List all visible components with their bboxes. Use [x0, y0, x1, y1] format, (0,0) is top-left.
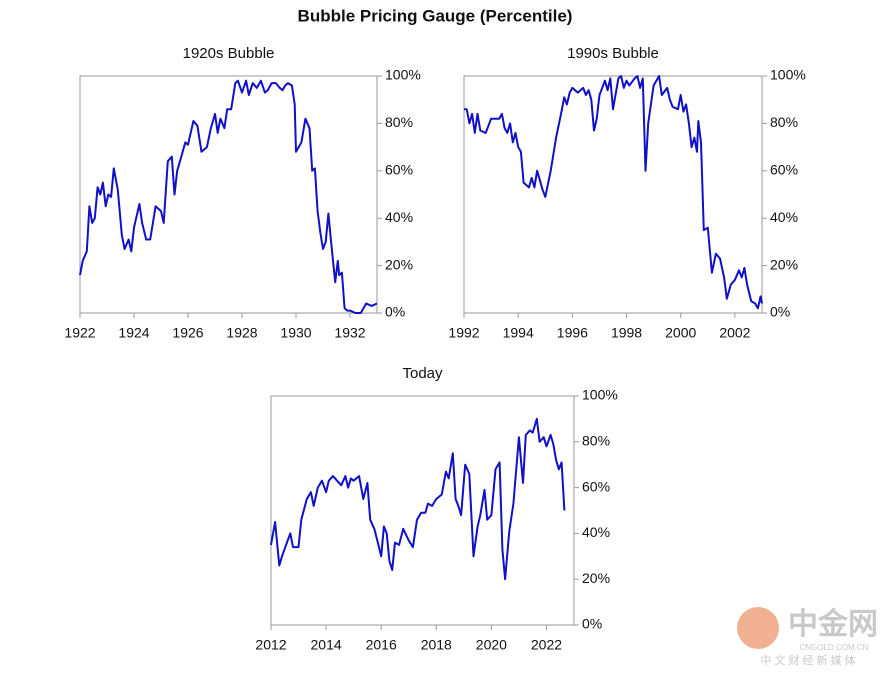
y-tick-label: 60%	[385, 162, 413, 178]
x-tick-label: 1998	[611, 325, 642, 341]
plot-frame	[270, 395, 575, 626]
subchart-title: 1990s Bubble	[567, 45, 659, 62]
y-tick-label: 60%	[770, 162, 798, 178]
x-tick-label: 2018	[421, 637, 452, 653]
x-tick-label: 1932	[334, 325, 365, 341]
y-tick-label: 20%	[385, 256, 413, 272]
plot-frame	[463, 75, 763, 314]
x-tick-label: 1922	[64, 325, 95, 341]
watermark-tagline: 中 文 财 经 新 媒 体	[760, 653, 855, 667]
y-tick-label: 80%	[582, 433, 610, 449]
watermark-site: CNGOLD.COM.CN	[800, 643, 869, 652]
x-tick-label: 1996	[557, 325, 588, 341]
x-tick-label: 1930	[280, 325, 311, 341]
watermark-logo-icon	[737, 607, 779, 649]
y-tick-label: 100%	[385, 67, 421, 83]
x-tick-label: 1924	[118, 325, 149, 341]
watermark: 中金网 CNGOLD.COM.CN 中 文 财 经 新 媒 体	[737, 607, 878, 667]
y-tick-label: 40%	[385, 209, 413, 225]
y-tick-label: 0%	[582, 616, 602, 632]
subchart: 1990s Bubble 0% 20% 40% 60% 80% 100% 1992 1994 19…	[448, 45, 805, 341]
data-line	[79, 79, 378, 314]
plot-frame	[79, 75, 378, 314]
y-tick-label: 20%	[770, 256, 798, 272]
y-tick-label: 0%	[385, 304, 405, 320]
subchart-title: Today	[402, 365, 443, 382]
data-line	[270, 417, 566, 581]
x-tick-label: 2022	[531, 637, 562, 653]
x-tick-label: 1928	[226, 325, 257, 341]
subchart-title: 1920s Bubble	[183, 45, 275, 62]
y-tick-label: 0%	[770, 304, 790, 320]
x-tick-label: 1992	[448, 325, 479, 341]
y-tick-label: 40%	[770, 209, 798, 225]
subchart: Today 0% 20% 40% 60% 80% 100% 2012 2014 2016 2018 2…	[255, 365, 617, 653]
y-tick-label: 20%	[582, 570, 610, 586]
x-tick-label: 1994	[503, 325, 534, 341]
x-tick-label: 2020	[476, 637, 507, 653]
x-tick-label: 1926	[172, 325, 203, 341]
watermark-logo: 中金网	[788, 607, 878, 641]
page-title: Bubble Pricing Gauge (Percentile)	[298, 6, 573, 25]
y-tick-label: 80%	[385, 114, 413, 130]
y-tick-label: 80%	[770, 114, 798, 130]
y-tick-label: 100%	[582, 387, 618, 403]
data-line	[464, 75, 763, 310]
y-tick-label: 60%	[582, 478, 610, 494]
x-tick-label: 2014	[311, 637, 342, 653]
y-tick-label: 40%	[582, 524, 610, 540]
x-tick-label: 2002	[719, 325, 750, 341]
x-tick-label: 2012	[255, 637, 286, 653]
subchart: 1920s Bubble 0% 20% 40% 60% 80% 100% 1922 1924 19…	[64, 45, 420, 341]
y-tick-label: 100%	[770, 67, 806, 83]
x-tick-label: 2016	[366, 637, 397, 653]
x-tick-label: 2000	[665, 325, 696, 341]
